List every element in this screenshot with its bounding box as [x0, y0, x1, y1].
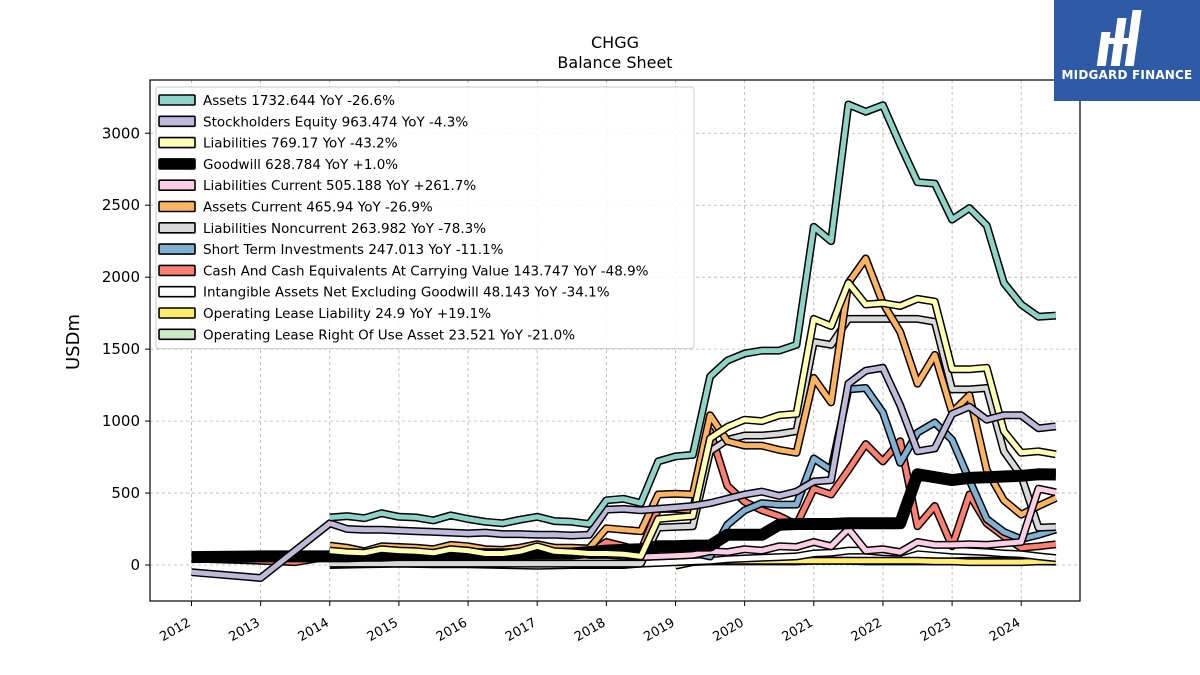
series-line-stockholders-equity [191, 365, 1057, 581]
legend-entry-cash-and-cash-equivalents-at-carrying-value: Cash And Cash Equivalents At Carrying Va… [203, 263, 649, 279]
x-tick-label: 2021 [780, 615, 816, 645]
legend-swatch-assets [158, 94, 196, 106]
legend-swatch-intangible-assets-net-excluding-goodwill [158, 285, 196, 298]
series-line-assets [329, 102, 1056, 527]
legend-swatch-stockholders-equity [158, 115, 196, 128]
brand-logo: MIDGARD FINANCE [1054, 0, 1200, 101]
legend-entry-assets: Assets 1732.644 YoY -26.6% [203, 93, 395, 109]
x-tick-label: 2013 [226, 615, 262, 645]
series-line-liabilities-noncurrent [329, 316, 1056, 567]
legend-entry-assets-current: Assets Current 465.94 YoY -26.9% [203, 200, 433, 216]
series-lines [191, 100, 1058, 582]
brand-name: MIDGARD FINANCE [1061, 68, 1193, 82]
chart-subtitle: Balance Sheet [557, 53, 672, 72]
series-line-liabilities [329, 280, 1057, 559]
legend-swatch-liabilities-noncurrent [158, 222, 196, 234]
legend-swatch-operating-lease-liability [158, 307, 196, 319]
y-axis-label: USDm [63, 314, 84, 370]
legend-entry-liabilities: Liabilities 769.17 YoY -43.2% [203, 136, 398, 152]
chart-title: CHGG [591, 33, 639, 52]
x-tick-label: 2016 [434, 615, 470, 645]
x-tick-label: 2015 [365, 615, 401, 645]
y-tick-label: 0 [130, 556, 140, 574]
y-tick-label: 500 [111, 484, 140, 502]
x-tick-label: 2022 [849, 615, 885, 645]
legend-entry-stockholders-equity: Stockholders Equity 963.474 YoY -4.3% [203, 114, 468, 130]
legend-swatch-liabilities [158, 136, 196, 149]
legend-swatch-operating-lease-right-of-use-asset [158, 328, 196, 341]
y-tick-label: 1500 [102, 340, 140, 358]
legend-entry-liabilities-noncurrent: Liabilities Noncurrent 263.982 YoY -78.3… [203, 221, 486, 237]
x-tick-label: 2020 [710, 615, 746, 645]
legend-swatch-short-term-investments [158, 243, 196, 255]
legend-entry-liabilities-current: Liabilities Current 505.188 YoY +261.7% [203, 178, 476, 194]
legend-swatch-cash-and-cash-equivalents-at-carrying-value [158, 264, 196, 277]
x-tick-label: 2017 [503, 615, 539, 645]
series-line-assets-current [329, 256, 1057, 554]
x-tick-label: 2019 [641, 615, 677, 645]
x-tick-label: 2014 [296, 615, 332, 645]
y-tick-label: 2000 [102, 268, 140, 286]
legend-box [155, 86, 695, 350]
legend-entry-operating-lease-right-of-use-asset: Operating Lease Right Of Use Asset 23.52… [203, 327, 575, 343]
legend-entry-short-term-investments: Short Term Investments 247.013 YoY -11.1… [203, 242, 504, 258]
legend: Assets 1732.644 YoY -26.6% Stockholders E… [155, 86, 695, 350]
y-tick-label: 1000 [102, 412, 140, 430]
legend-entry-intangible-assets-net-excluding-goodwill: Intangible Assets Net Excluding Goodwill… [203, 285, 610, 301]
legend-swatch-assets-current [158, 200, 196, 213]
x-tick-label: 2024 [987, 615, 1023, 645]
x-tick-label: 2018 [572, 615, 608, 645]
x-tick-label: 2012 [157, 615, 193, 645]
legend-swatch-goodwill [158, 158, 196, 170]
plot-frame [149, 79, 1081, 602]
midgard-logo-icon [1096, 10, 1142, 66]
legend-entry-goodwill: Goodwill 628.784 YoY +1.0% [203, 157, 398, 173]
legend-swatch-liabilities-current [158, 179, 196, 191]
x-tick-label: 2023 [918, 615, 954, 645]
legend-entry-operating-lease-liability: Operating Lease Liability 24.9 YoY +19.1… [203, 306, 491, 322]
y-tick-label: 3000 [102, 124, 140, 142]
y-tick-label: 2500 [102, 196, 140, 214]
